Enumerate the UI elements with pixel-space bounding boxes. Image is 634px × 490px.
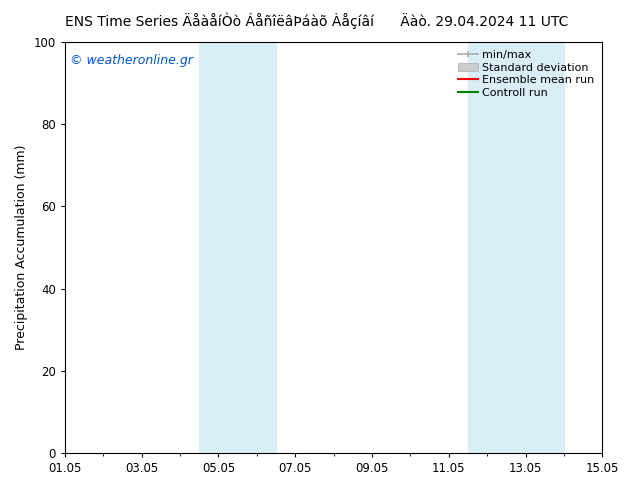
Legend: min/max, Standard deviation, Ensemble mean run, Controll run: min/max, Standard deviation, Ensemble me… (456, 48, 597, 100)
Text: © weatheronline.gr: © weatheronline.gr (70, 54, 193, 68)
Bar (468, 42, 564, 453)
Bar (199, 42, 276, 453)
Text: ENS Time Series ÄåàåíÒò ÁåñîëâÞáàõ Àåçíâí      Äàò. 29.04.2024 11 UTC: ENS Time Series ÄåàåíÒò ÁåñîëâÞáàõ Àåçíâ… (65, 12, 569, 29)
Y-axis label: Precipitation Accumulation (mm): Precipitation Accumulation (mm) (15, 145, 28, 350)
